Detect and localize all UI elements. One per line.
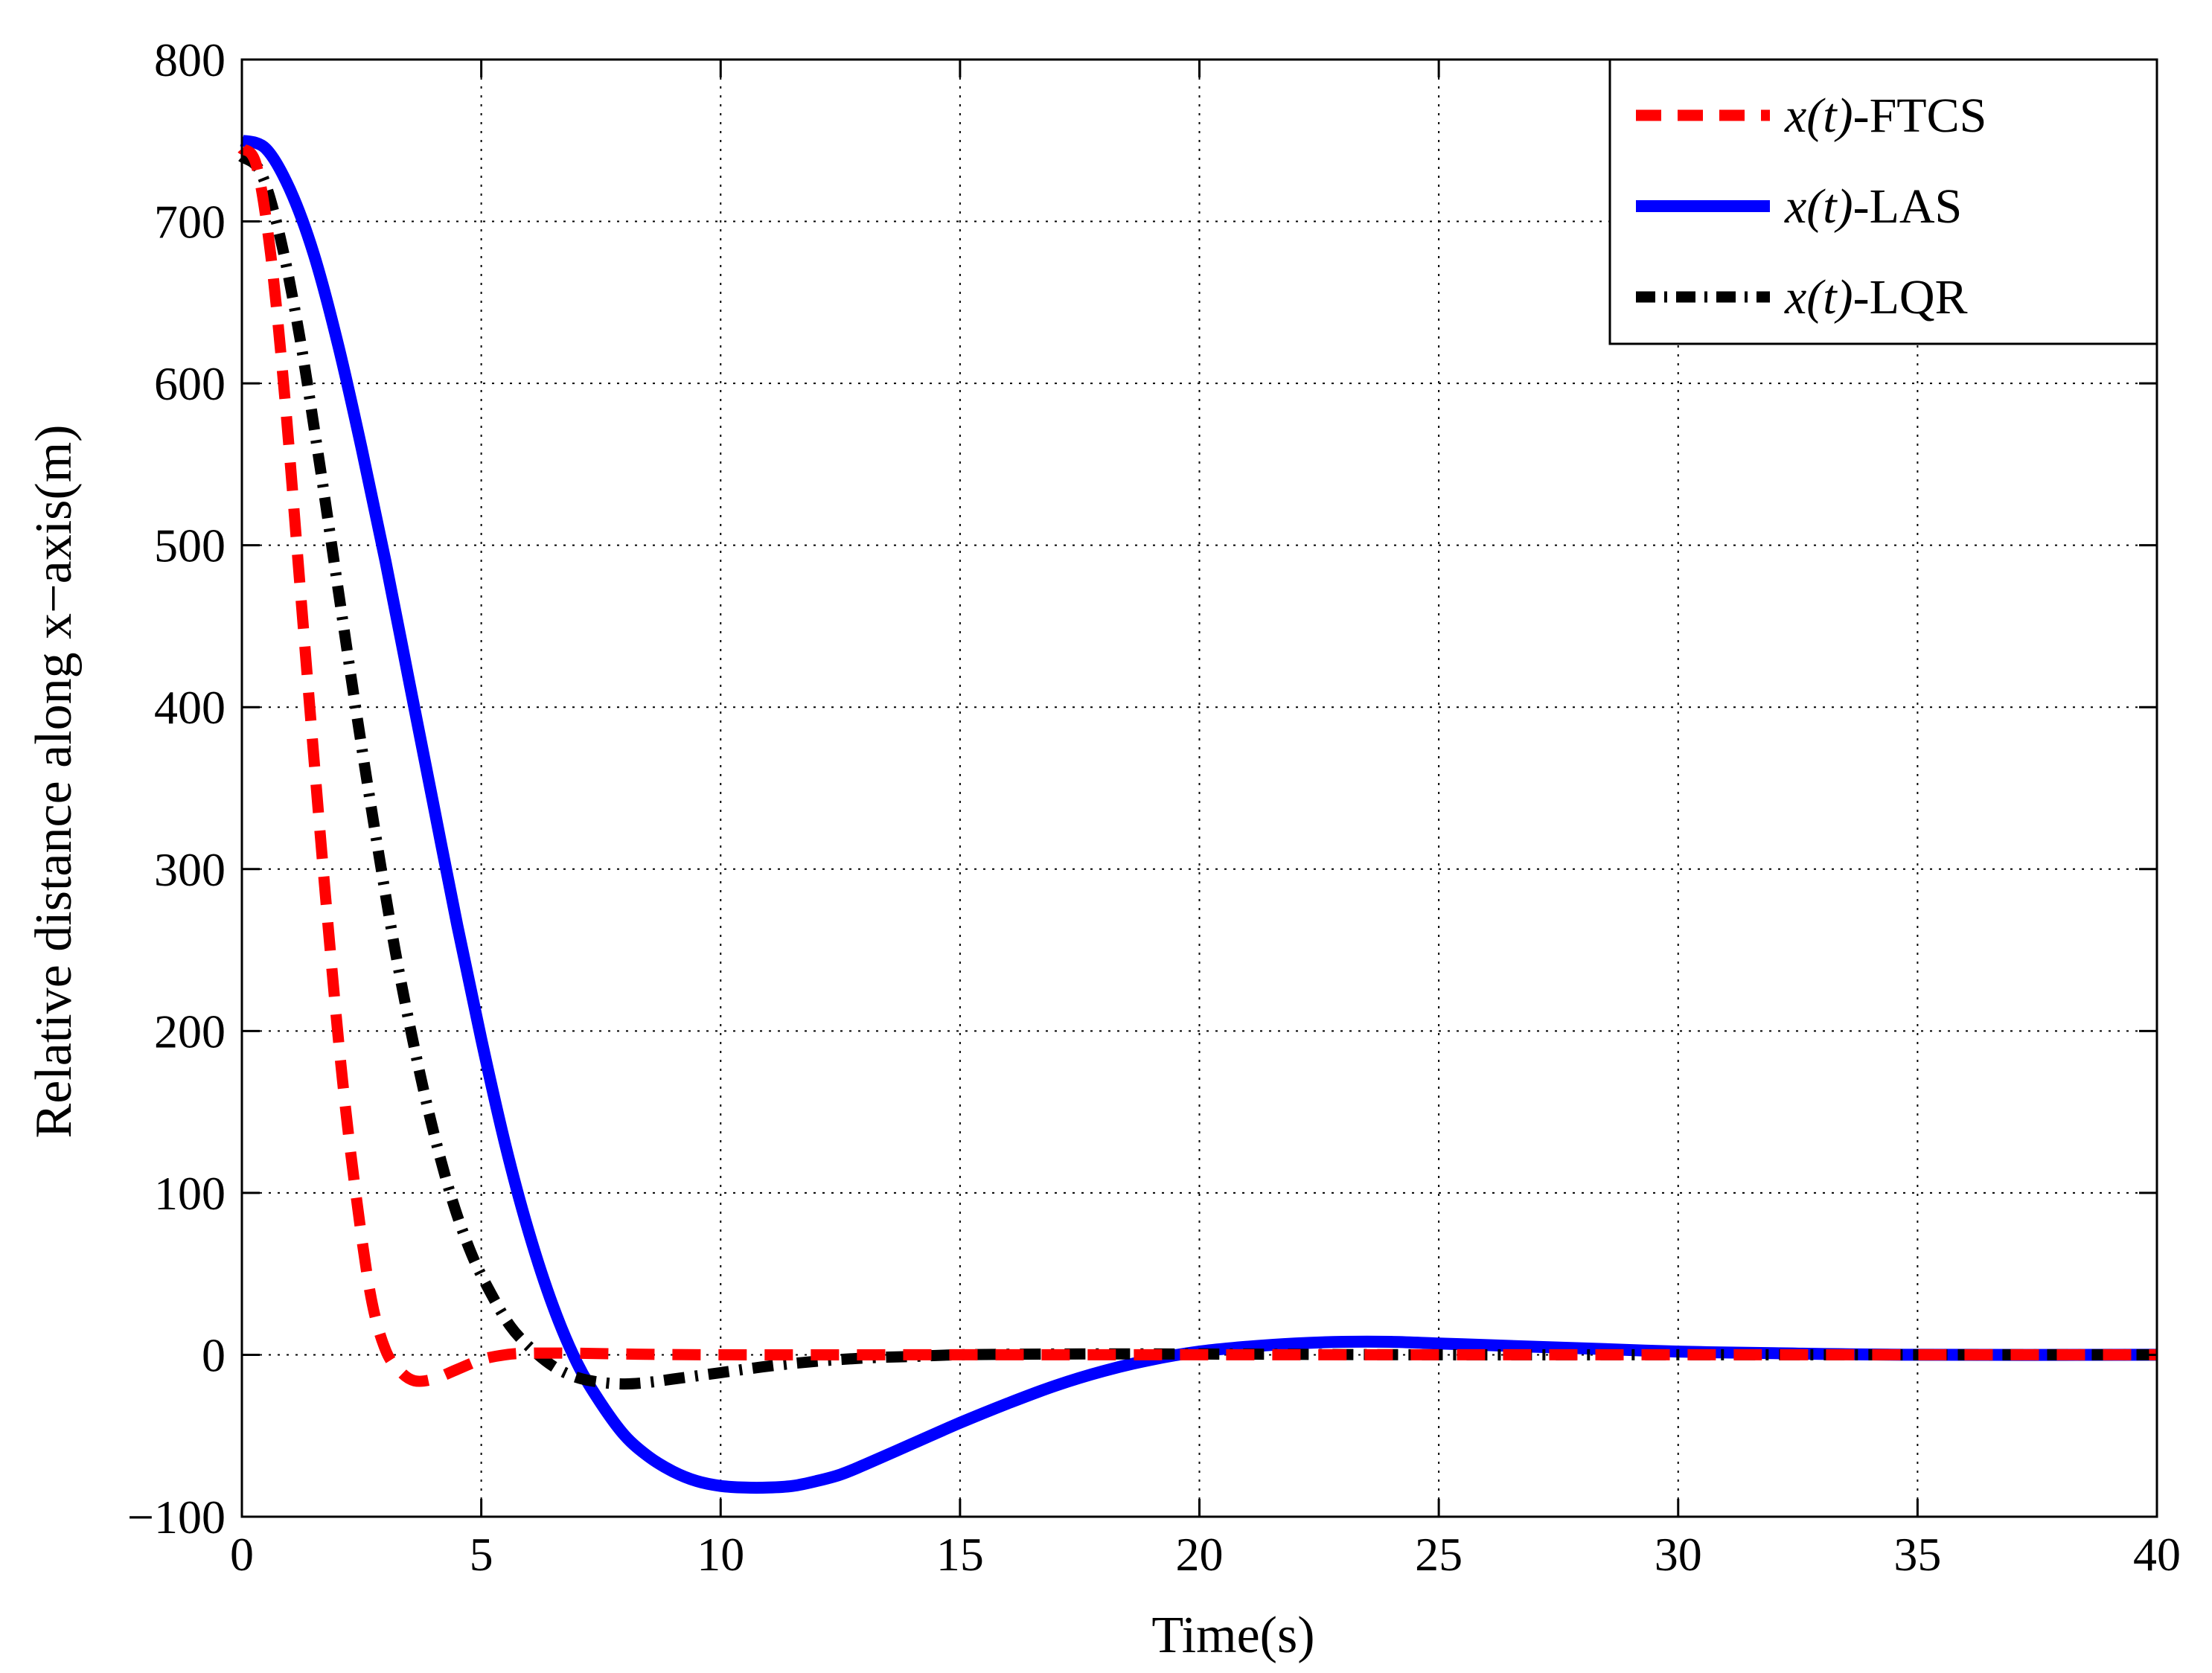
axes — [240, 58, 2158, 1518]
x-tick-label: 0 — [230, 1528, 254, 1581]
y-tick-label: 100 — [154, 1167, 226, 1220]
y-tick-label: 0 — [202, 1328, 226, 1381]
y-tick-label: 700 — [154, 196, 226, 249]
x-tick-label: 40 — [2133, 1528, 2181, 1581]
y-tick-label: 500 — [154, 519, 226, 572]
x-tick-label: 20 — [1176, 1528, 1224, 1581]
x-tick-label: 15 — [936, 1528, 984, 1581]
x-axis-title: Time(s) — [1151, 1607, 1314, 1664]
series-line-lqr — [238, 152, 2157, 1390]
y-tick-label: 200 — [154, 1005, 226, 1058]
x-tick-label: 5 — [470, 1528, 493, 1581]
y-tick-label: 300 — [154, 843, 226, 896]
x-tick-label: 35 — [1893, 1528, 1941, 1581]
y-tick-label: −100 — [127, 1491, 226, 1544]
plot-area-series — [237, 134, 2158, 1494]
tick-labels: 0 5 10 15 20 25 30 35 40−10001002003004005006007… — [127, 33, 2181, 1581]
y-tick-label: 600 — [154, 357, 226, 410]
legend-label-ftcs: x(t)-FTCS — [1784, 89, 1986, 143]
y-tick-label: 400 — [154, 681, 226, 734]
legend-label-las: x(t)-LAS — [1784, 179, 1962, 234]
series-line-las — [240, 134, 2158, 1494]
x-tick-label: 10 — [697, 1528, 744, 1581]
series-line-ftcs — [237, 144, 2157, 1387]
y-axis-title: Relative distance along x−axis(m) — [25, 425, 83, 1139]
legend-label-lqr: x(t)-LQR — [1784, 270, 1968, 324]
x-tick-label: 30 — [1655, 1528, 1702, 1581]
x-tick-label: 25 — [1415, 1528, 1463, 1581]
legend: x(t)-FTCS x(t)-LAS x(t)-LQR — [1608, 58, 2158, 345]
y-tick-label: 800 — [154, 33, 226, 86]
